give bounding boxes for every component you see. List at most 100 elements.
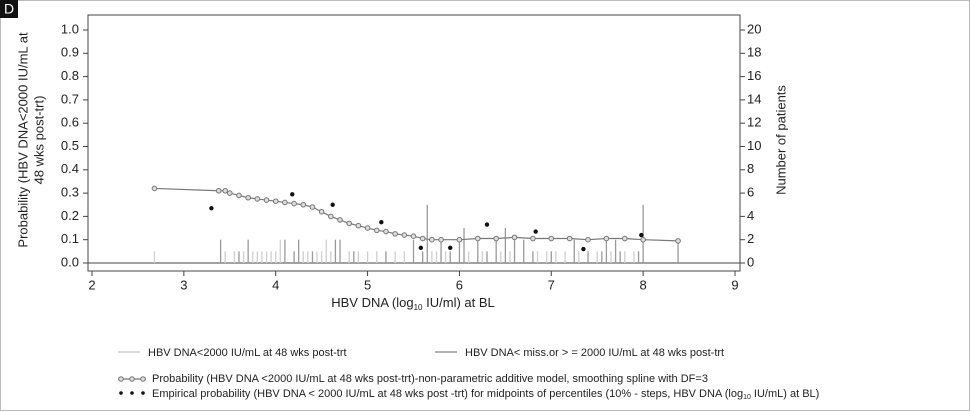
- spline-point: [603, 235, 610, 242]
- legend-swatch-marker: [130, 391, 134, 395]
- spline-point: [300, 201, 307, 208]
- spline-point: [621, 235, 628, 242]
- y-tick-label: 0.4: [61, 161, 79, 176]
- spline-point: [640, 236, 646, 243]
- spline-point: [456, 236, 463, 243]
- x-tick-label: 9: [731, 277, 738, 292]
- x-label-part: IU/ml) at BL: [423, 295, 495, 310]
- spline-point: [236, 192, 242, 199]
- legend: HBV DNA<2000 IU/mL at 48 wks post-trt HBV…: [118, 347, 819, 401]
- empirical-point: [209, 206, 214, 211]
- y2-tick-label: 2: [747, 231, 754, 246]
- y-tick-label: 0.6: [61, 115, 79, 130]
- legend-label-part: 10: [743, 394, 751, 401]
- x-label: HBV DNA (log10 IU/ml) at BL: [331, 295, 495, 312]
- spline-point: [318, 208, 325, 215]
- spline-point: [263, 197, 270, 203]
- x-tick-label: 8: [640, 277, 647, 292]
- empirical-point: [330, 202, 335, 207]
- y2-tick-label: 4: [747, 208, 754, 223]
- legend-label: HBV DNA<2000 IU/mL at 48 wks post-trt: [148, 347, 347, 359]
- spline-point: [282, 199, 288, 206]
- legend-label-part: Empirical probability (HBV DNA < 2000 IU…: [152, 388, 743, 400]
- spline-point: [309, 204, 316, 210]
- legend-swatch-marker: [119, 391, 123, 395]
- y-tick-label: 0.8: [61, 68, 79, 83]
- spline-point: [401, 232, 408, 238]
- y2-tick-label: 18: [747, 45, 761, 60]
- x-label-sub: 10: [414, 303, 423, 312]
- spline-point: [392, 231, 398, 237]
- y-label: 48 wks post-trt): [31, 96, 46, 185]
- empirical-point: [418, 245, 424, 251]
- legend-swatch-marker: [118, 376, 124, 382]
- spline-point: [346, 220, 353, 227]
- y2-tick-label: 16: [747, 68, 761, 83]
- y2-label: Number of patients: [773, 85, 788, 195]
- spline-point: [215, 187, 222, 194]
- spline-line: [154, 187, 679, 242]
- x-tick-label: 5: [364, 277, 371, 292]
- empirical-point: [484, 222, 490, 227]
- y2-tick-label: 0: [747, 254, 754, 269]
- spline-point: [355, 222, 362, 229]
- empirical-point: [379, 220, 384, 225]
- y-tick-label: 0.9: [61, 45, 79, 60]
- spline-point: [566, 235, 573, 242]
- y2-tick-label: 8: [747, 161, 754, 176]
- spline-point: [585, 236, 591, 243]
- panel-label: D: [4, 1, 14, 17]
- legend-label: Empirical probability (HBV DNA < 2000 IU…: [152, 388, 819, 401]
- plot-frame: [87, 14, 741, 272]
- y-tick-label: 0.5: [61, 138, 79, 153]
- y-tick-label: 1.0: [61, 21, 79, 36]
- spline-point: [410, 233, 417, 240]
- spline-point: [419, 235, 426, 242]
- empirical-point: [290, 192, 295, 197]
- spline-point: [291, 200, 297, 207]
- spline-point: [364, 225, 371, 231]
- spline-point: [383, 228, 389, 235]
- y2-tick-label: 14: [747, 91, 761, 106]
- spline-point: [226, 190, 233, 196]
- y-tick-label: 0.0: [61, 254, 79, 269]
- legend-label-part: IU/mL) at BL): [751, 388, 819, 400]
- spline-point: [530, 235, 536, 242]
- legend-label: HBV DNA< miss.or > = 2000 IU/mL at 48 wk…: [465, 347, 724, 359]
- y-tick-label: 0.1: [61, 231, 79, 246]
- spline-point: [548, 235, 555, 242]
- y-tick-label: 0.7: [61, 91, 79, 106]
- x-tick-label: 3: [180, 277, 187, 292]
- empirical-point: [639, 232, 644, 238]
- legend-swatch-marker: [141, 391, 145, 395]
- spline-point: [675, 238, 681, 244]
- spline-point: [245, 194, 251, 201]
- spline-point: [328, 213, 334, 220]
- x-label-part: HBV DNA (log: [331, 295, 413, 310]
- spline-point: [254, 196, 261, 202]
- x-tick-label: 7: [548, 277, 555, 292]
- spline-point: [438, 236, 444, 243]
- empirical-point: [581, 246, 586, 252]
- y2-tick-label: 20: [747, 21, 761, 36]
- spline-point: [429, 236, 435, 243]
- y2-tick-label: 10: [747, 138, 761, 153]
- empirical-point: [533, 229, 538, 234]
- y-tick-label: 0.3: [61, 185, 79, 200]
- x-tick-label: 6: [456, 277, 463, 292]
- legend-swatch-marker: [140, 376, 146, 382]
- spline-point: [151, 185, 158, 192]
- spline-point: [373, 227, 380, 234]
- spline-point: [272, 198, 279, 205]
- x-tick-label: 4: [272, 277, 279, 292]
- legend-label: Probability (HBV DNA <2000 IU/mL at 48 w…: [152, 373, 708, 385]
- empirical-point: [448, 245, 453, 251]
- x-tick-label: 2: [88, 277, 95, 292]
- y2-tick-label: 6: [747, 185, 754, 200]
- spline-point: [337, 217, 343, 223]
- spline-point: [222, 187, 228, 194]
- spline-point: [493, 235, 499, 242]
- panel-label-box: [0, 0, 18, 18]
